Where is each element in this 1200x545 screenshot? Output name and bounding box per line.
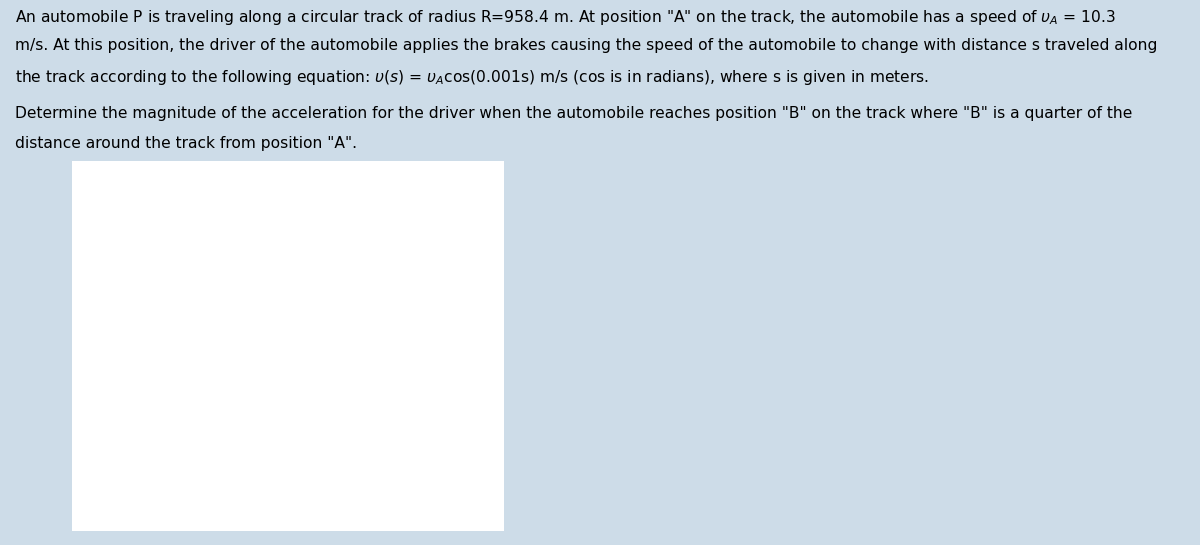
Text: R: R — [200, 296, 212, 314]
Text: A: A — [390, 344, 401, 362]
Text: P: P — [322, 213, 332, 231]
Text: B: B — [179, 244, 191, 263]
Text: s: s — [395, 274, 403, 292]
Text: Determine the magnitude of the acceleration for the driver when the automobile r: Determine the magnitude of the accelerat… — [16, 106, 1133, 122]
Text: circular track: circular track — [347, 489, 438, 502]
Polygon shape — [314, 238, 336, 263]
Text: distance around the track from position "A".: distance around the track from position … — [16, 136, 358, 152]
Text: m/s. At this position, the driver of the automobile applies the brakes causing t: m/s. At this position, the driver of the… — [16, 38, 1158, 53]
Text: O: O — [269, 356, 282, 374]
Text: v: v — [289, 208, 300, 226]
Text: An automobile P is traveling along a circular track of radius R=958.4 m. At posi: An automobile P is traveling along a cir… — [16, 8, 1116, 27]
Text: the track according to the following equation: $\upsilon(s)$ = $\upsilon_A$cos(0: the track according to the following equ… — [16, 68, 930, 87]
